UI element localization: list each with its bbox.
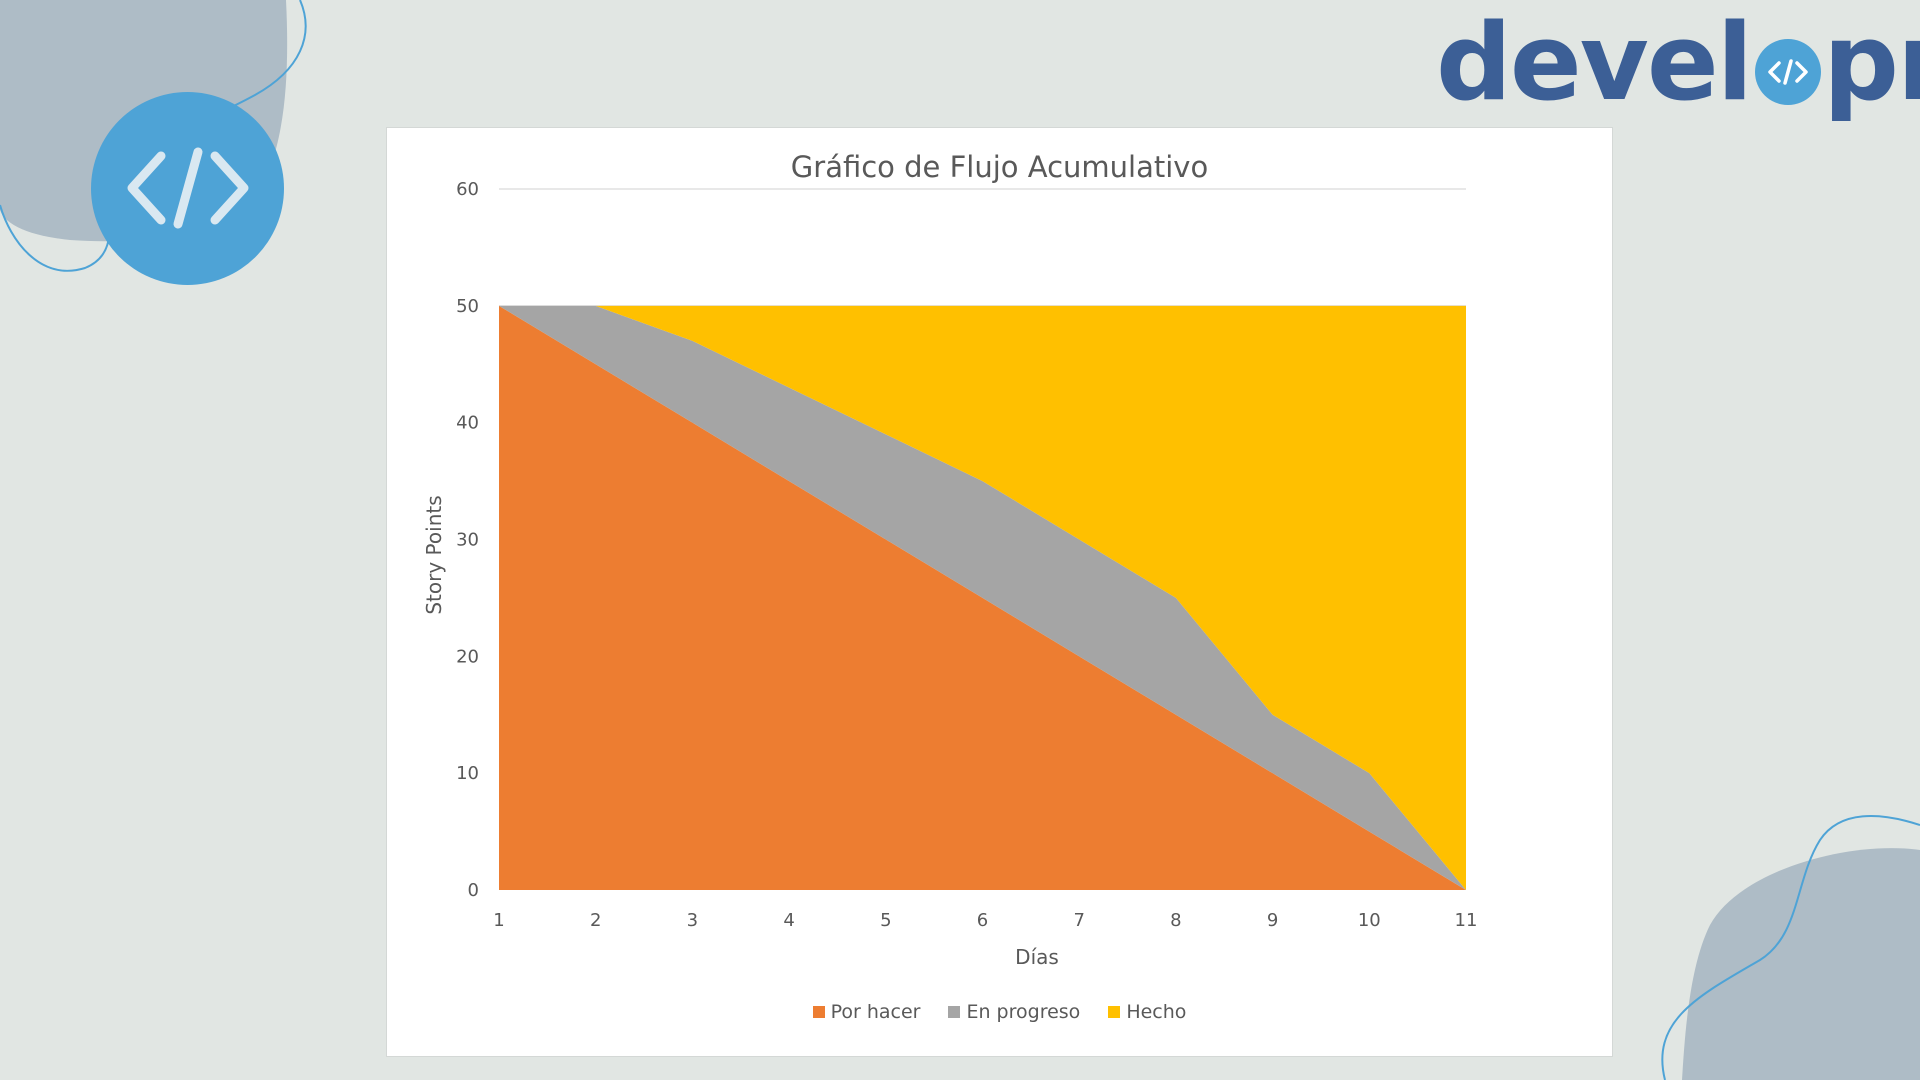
x-tick-label: 11 (1455, 910, 1478, 931)
x-tick-label: 2 (590, 910, 601, 931)
area-layer (499, 305, 1466, 890)
x-tick-label: 4 (783, 910, 794, 931)
chart-card: Gráfico de Flujo Acumulativo 0 10 20 30 40 50… (386, 127, 1613, 1057)
x-tick-label: 3 (687, 910, 698, 931)
x-tick-label: 1 (493, 910, 504, 931)
legend-swatch (812, 1006, 825, 1018)
legend-label: Hecho (1126, 1001, 1187, 1023)
legend-item: En progreso (948, 1001, 1080, 1023)
x-tick-label: 10 (1358, 910, 1381, 931)
y-tick-label: 10 (456, 763, 479, 784)
legend-item: Por hacer (812, 1001, 921, 1023)
x-tick-label: 5 (880, 910, 891, 931)
logo-code-icon (1755, 39, 1822, 105)
chart-legend: Por hacer En progreso Hecho (387, 1001, 1612, 1023)
y-tick-label: 60 (456, 179, 479, 200)
legend-swatch (948, 1006, 961, 1018)
logo-text-end: pn (1823, 1, 1920, 124)
y-tick-label: 20 (456, 646, 479, 667)
legend-label: Por hacer (830, 1001, 921, 1023)
chart-title: Gráfico de Flujo Acumulativo (790, 150, 1209, 184)
x-tick-label: 7 (1073, 910, 1084, 931)
code-brackets-icon (127, 147, 249, 229)
legend-swatch (1108, 1006, 1121, 1018)
x-axis-label: Días (1015, 945, 1059, 969)
y-axis-label: Story Points (422, 495, 446, 614)
x-axis-ticks: 1 2 3 4 5 6 7 8 9 10 11 (493, 910, 1477, 931)
bottom-right-outline (1661, 815, 1920, 1080)
y-tick-label: 30 (456, 530, 479, 551)
legend-label: En progreso (966, 1001, 1081, 1023)
series-area-1 (499, 305, 1466, 890)
code-badge (91, 92, 284, 285)
logo-text-start: devel (1436, 1, 1753, 124)
x-tick-label: 8 (1170, 910, 1181, 931)
y-tick-label: 50 (456, 296, 479, 317)
bottom-right-blob (1682, 848, 1920, 1080)
brand-logo: devel pn (1436, 4, 1920, 122)
cumulative-flow-chart: 0 10 20 30 40 50 60 1 2 3 4 5 6 7 8 9 10 11 Días Story P… (422, 179, 1477, 969)
y-tick-label: 40 (456, 413, 479, 434)
y-axis-ticks: 0 10 20 30 40 50 60 (456, 179, 479, 901)
x-tick-label: 6 (977, 910, 988, 931)
y-tick-label: 0 (468, 880, 479, 901)
legend-item: Hecho (1108, 1001, 1186, 1023)
series-area-2 (499, 305, 1466, 890)
x-tick-label: 9 (1267, 910, 1278, 931)
